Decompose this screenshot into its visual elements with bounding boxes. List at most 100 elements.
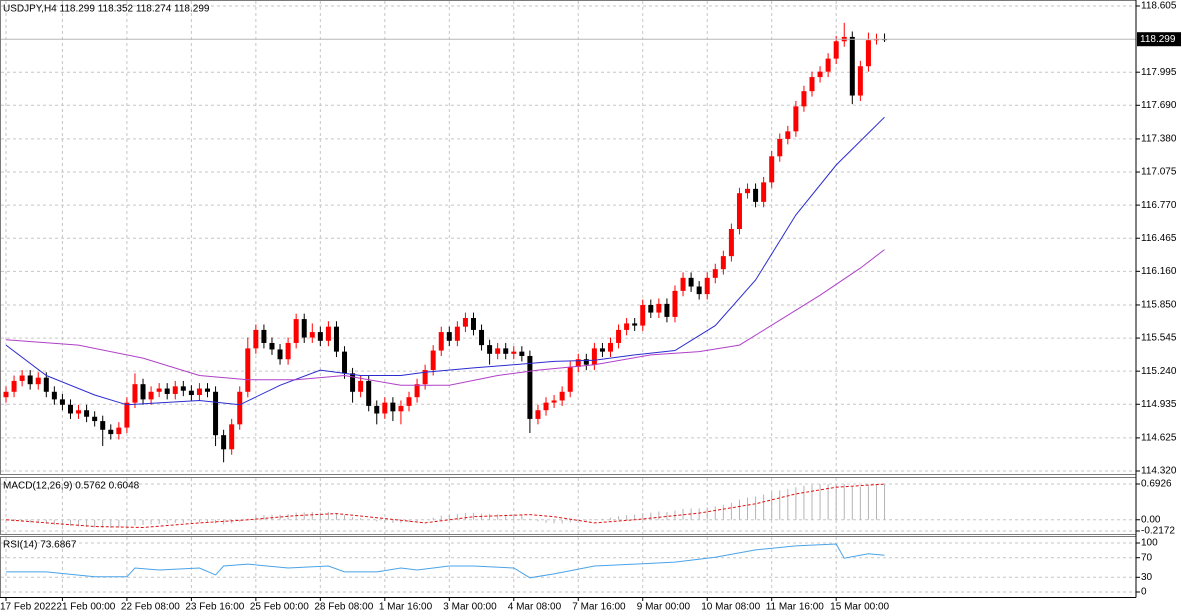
candle-body <box>608 342 613 352</box>
y-tick-label: 114.320 <box>1141 466 1177 477</box>
candle-body <box>172 386 178 394</box>
candle-body <box>317 332 323 341</box>
x-tick-label: 7 Mar 16:00 <box>572 602 626 613</box>
candle-body <box>487 345 493 354</box>
y-tick-label: 114.935 <box>1141 399 1177 410</box>
candle-body <box>632 323 638 326</box>
price-tag-label: 118.299 <box>1140 34 1176 45</box>
x-tick-label: 9 Mar 00:00 <box>637 602 691 613</box>
x-tick-label: 15 Mar 00:00 <box>830 602 889 613</box>
candle-body <box>664 303 670 317</box>
candle-body <box>728 229 734 257</box>
candle-body <box>277 349 283 360</box>
candle-body <box>35 377 41 385</box>
y-tick-label: 117.995 <box>1141 67 1177 78</box>
candle-body <box>366 380 372 406</box>
candle-body <box>358 380 364 392</box>
x-tick-label: 22 Feb 08:00 <box>121 602 180 613</box>
candle-body <box>640 304 646 326</box>
candle-body <box>164 388 170 394</box>
y-tick-label: 115.545 <box>1141 333 1177 344</box>
candle-body <box>704 277 710 295</box>
x-tick-label: 17 Feb 2022 <box>0 602 57 613</box>
candle-body <box>390 402 396 412</box>
candle-body <box>422 370 428 385</box>
candle-body <box>196 388 202 396</box>
candle-body <box>342 351 348 374</box>
candle-body <box>833 41 839 59</box>
y-tick-label: 0.00 <box>1141 514 1161 525</box>
candle-body <box>616 329 622 343</box>
candle-body <box>777 138 783 157</box>
candle-body <box>430 350 436 371</box>
candle-body <box>446 332 452 341</box>
candle-body <box>495 348 501 354</box>
candle-body <box>229 424 235 450</box>
candle-body <box>261 329 267 343</box>
candle-body <box>414 384 420 398</box>
candle-body <box>785 131 791 139</box>
candle-body <box>712 269 718 278</box>
x-tick-label: 1 Mar 16:00 <box>379 602 433 613</box>
candle-body <box>309 332 315 338</box>
candle-body <box>92 416 98 422</box>
candle-body <box>801 91 807 107</box>
y-tick-label: 100 <box>1141 538 1158 549</box>
candle-body <box>527 355 533 419</box>
candle-body <box>253 329 259 349</box>
y-tick-label: 114.625 <box>1141 433 1177 444</box>
x-tick-label: 3 Mar 00:00 <box>443 602 497 613</box>
candle-body <box>51 391 57 400</box>
candle-body <box>624 323 630 330</box>
x-tick-label: 21 Feb 00:00 <box>56 602 115 613</box>
x-tick-label: 25 Feb 00:00 <box>250 602 309 613</box>
candle-body <box>825 58 831 72</box>
candle-body <box>720 256 726 270</box>
candle-body <box>849 36 855 96</box>
candle-body <box>221 435 227 450</box>
candle-body <box>76 410 82 414</box>
candle-body <box>470 317 476 330</box>
candle-body <box>285 342 291 360</box>
candle-body <box>680 277 686 291</box>
candle-body <box>809 77 815 92</box>
y-tick-label: 116.465 <box>1141 233 1177 244</box>
candle-body <box>567 366 573 392</box>
candle-body <box>462 317 468 327</box>
candle-body <box>535 410 541 419</box>
candle-body <box>11 380 17 392</box>
y-tick-label: 0 <box>1141 587 1147 598</box>
y-tick-label: 117.690 <box>1141 100 1177 111</box>
candle-body <box>237 391 243 425</box>
candle-body <box>140 384 146 400</box>
candle-body <box>438 332 444 351</box>
candle-body <box>19 375 25 381</box>
y-tick-label: -0.2172 <box>1141 526 1175 537</box>
candle-body <box>213 391 219 436</box>
y-tick-label: 0.6926 <box>1141 479 1172 490</box>
candle-body <box>479 329 485 346</box>
candle-body <box>551 400 557 403</box>
price-tag <box>1137 32 1181 47</box>
candle-body <box>59 399 65 405</box>
candle-body <box>454 326 460 341</box>
candle-body <box>736 193 742 230</box>
candle-body <box>132 384 138 403</box>
candle-body <box>350 373 356 392</box>
candle-body <box>406 397 412 406</box>
candle-body <box>205 388 210 392</box>
candle-body <box>301 319 307 338</box>
y-tick-label: 117.075 <box>1141 167 1177 178</box>
y-tick-label: 115.850 <box>1141 300 1177 311</box>
candle-body <box>583 359 589 365</box>
y-tick-label: 70 <box>1141 552 1153 563</box>
candle-body <box>269 342 275 350</box>
candle-body <box>761 182 767 202</box>
candle-body <box>374 405 380 414</box>
candle-body <box>599 348 605 352</box>
y-tick-label: 30 <box>1141 572 1153 583</box>
candle-body <box>245 348 251 392</box>
candle-body <box>180 386 186 391</box>
